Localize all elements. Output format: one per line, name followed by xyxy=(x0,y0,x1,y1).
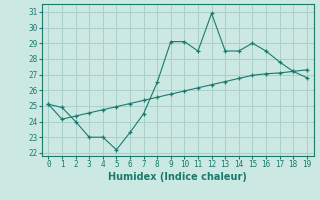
X-axis label: Humidex (Indice chaleur): Humidex (Indice chaleur) xyxy=(108,172,247,182)
